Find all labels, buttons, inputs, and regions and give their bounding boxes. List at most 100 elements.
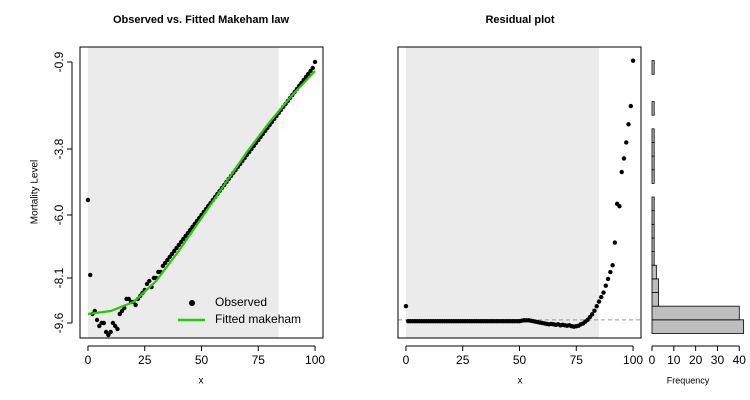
point xyxy=(624,140,629,145)
histogram-bar xyxy=(651,305,740,321)
histogram-bar xyxy=(651,210,655,225)
histogram-bar xyxy=(651,223,655,239)
point xyxy=(596,299,602,304)
x-tick-label: 40 xyxy=(733,353,747,367)
x-axis-label: x xyxy=(518,376,523,387)
y-tick-label: -9.6 xyxy=(52,312,66,333)
point xyxy=(101,320,107,326)
histogram-bar xyxy=(651,196,655,212)
point xyxy=(172,248,177,254)
point xyxy=(608,269,613,275)
point xyxy=(605,276,611,282)
point xyxy=(630,58,636,63)
point xyxy=(162,260,168,266)
y-tick-label: -6.0 xyxy=(52,204,66,225)
point xyxy=(85,197,91,203)
legend-label: Fitted makeham xyxy=(215,312,301,326)
x-tick-label: 75 xyxy=(252,353,266,367)
point xyxy=(599,294,604,300)
histogram-bar xyxy=(651,237,655,253)
x-tick-label: 50 xyxy=(195,353,209,367)
histogram-bar xyxy=(651,264,657,280)
point xyxy=(174,245,179,251)
point xyxy=(621,156,627,161)
x-tick-label: 30 xyxy=(711,353,725,367)
shaded-region xyxy=(405,47,599,338)
histogram-bar xyxy=(651,169,655,184)
point xyxy=(619,169,624,175)
x-tick-label: 25 xyxy=(138,353,152,367)
histogram-bar xyxy=(651,142,655,157)
point xyxy=(160,263,166,269)
point xyxy=(88,272,93,278)
histogram-bar xyxy=(651,128,655,143)
plot-frame xyxy=(397,46,642,339)
point xyxy=(594,303,599,309)
point xyxy=(108,329,113,335)
point xyxy=(617,203,622,209)
point xyxy=(310,65,315,71)
point xyxy=(312,59,318,65)
point xyxy=(165,257,170,263)
legend-label: Observed xyxy=(215,295,267,309)
x-tick-label: 0 xyxy=(85,353,92,367)
x-tick-label: 0 xyxy=(403,353,410,367)
point xyxy=(183,233,188,239)
point xyxy=(176,242,181,248)
point xyxy=(126,296,132,302)
point xyxy=(601,290,606,295)
point xyxy=(178,239,184,245)
histogram-bar xyxy=(651,292,659,307)
y-tick-label: -8.1 xyxy=(52,267,66,288)
histogram-bar xyxy=(651,278,659,293)
chart-title: Observed vs. Fitted Makeham law xyxy=(113,14,290,26)
point xyxy=(110,320,116,326)
point xyxy=(403,303,409,309)
point xyxy=(119,308,125,314)
y-axis-label: Mortality Level xyxy=(30,160,41,224)
fitted-line xyxy=(87,70,316,316)
y-tick-label: -0.9 xyxy=(52,51,66,72)
shaded-region xyxy=(87,47,279,338)
point xyxy=(115,326,120,332)
point xyxy=(94,317,100,323)
histogram-bar xyxy=(651,251,655,266)
plot-frame xyxy=(79,46,324,339)
point xyxy=(103,329,109,335)
x-tick-label: 10 xyxy=(667,353,681,367)
x-tick-label: 75 xyxy=(570,353,584,367)
legend-swatch xyxy=(189,300,195,306)
histogram-bar xyxy=(651,155,655,171)
histogram-bar xyxy=(651,319,745,334)
point xyxy=(592,308,597,313)
x-tick-label: 0 xyxy=(649,353,656,367)
point xyxy=(589,312,595,317)
x-tick-label: 25 xyxy=(456,353,470,367)
point xyxy=(97,323,102,329)
point xyxy=(169,251,175,257)
y-tick-label: -3.8 xyxy=(52,138,66,159)
x-tick-label: 100 xyxy=(623,353,643,367)
histogram-bar xyxy=(651,101,655,116)
point xyxy=(144,281,150,287)
point xyxy=(133,302,138,308)
x-tick-label: 100 xyxy=(305,353,325,367)
point xyxy=(626,122,631,127)
x-axis-label: x xyxy=(199,376,204,387)
point xyxy=(181,236,186,242)
point xyxy=(117,311,122,317)
x-tick-label: 20 xyxy=(689,353,703,367)
point xyxy=(603,283,608,288)
point xyxy=(628,103,633,109)
x-tick-label: 50 xyxy=(513,353,527,367)
point xyxy=(147,278,152,284)
point xyxy=(610,263,615,268)
point xyxy=(612,240,618,245)
point xyxy=(306,71,311,77)
point xyxy=(106,332,111,338)
point xyxy=(113,323,118,329)
histogram-bar xyxy=(651,60,655,75)
point xyxy=(308,68,313,74)
point xyxy=(167,254,172,260)
